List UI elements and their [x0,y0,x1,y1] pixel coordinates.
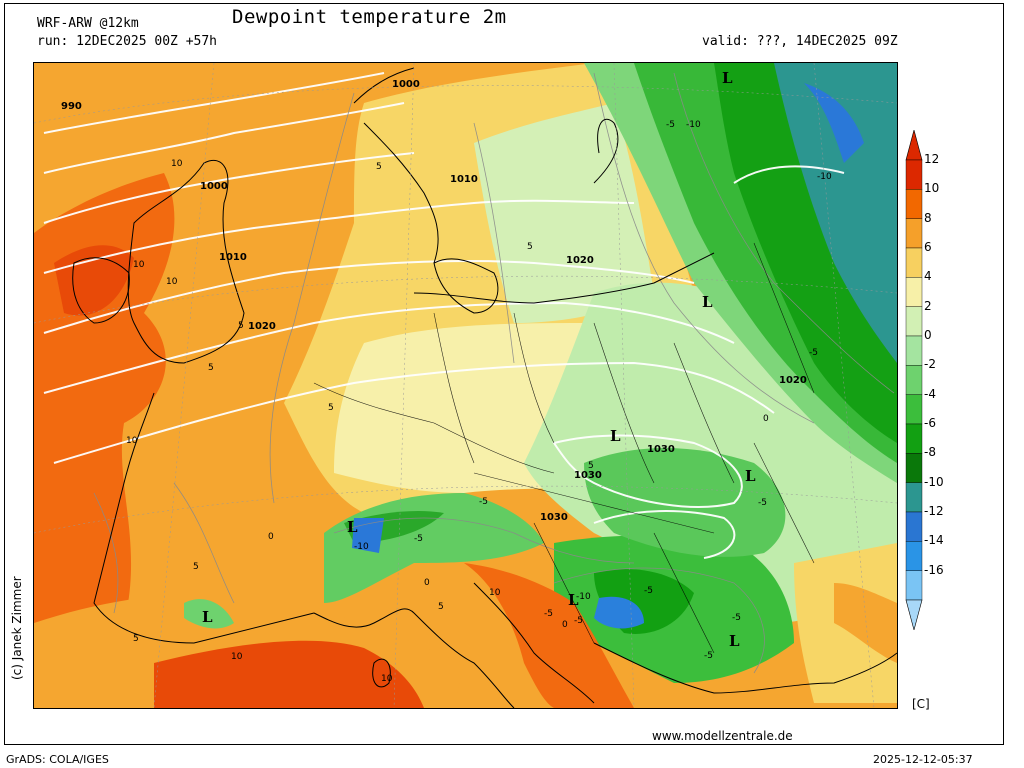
legend-swatch [905,277,923,307]
low-center: L [702,293,713,311]
model-label: WRF-ARW @12km [37,16,139,31]
isobar-label: 1020 [248,321,276,332]
isobar-label: 1010 [219,252,247,263]
legend-swatch [905,570,923,601]
legend-swatch [905,365,923,395]
isobar-label: 1030 [540,512,568,523]
dewpoint-label: -10 [576,592,591,602]
legend-tick-label: -6 [924,416,936,430]
low-center: L [745,467,756,485]
isobar-label: 1010 [450,174,478,185]
dewpoint-label: -10 [686,120,701,130]
low-center: L [722,69,733,87]
dewpoint-map: 990 1000 1000 1010 1010 1020 1020 1020 1… [33,62,898,709]
software-credit: GrADS: COLA/IGES [6,753,109,766]
low-center: L [568,591,579,609]
legend-tick-label: -14 [924,533,944,548]
run-label: run: 12DEC2025 00Z +57h [37,34,218,49]
dewpoint-label: 5 [133,634,139,644]
legend-swatch [905,511,923,542]
valid-label: valid: ???, 14DEC2025 09Z [702,34,898,49]
dewpoint-label: -5 [644,586,653,596]
dewpoint-label: 0 [763,414,769,424]
legend-swatch [905,306,923,337]
legend-tick-label: 6 [924,240,932,254]
legend-swatch [905,189,923,219]
isobar-label: 1020 [566,255,594,266]
legend-tick-label: 4 [924,269,932,284]
dewpoint-label: 0 [268,532,274,542]
dewpoint-label: -5 [544,609,553,619]
legend-tick-label: -12 [924,504,944,518]
dewpoint-label: -5 [666,120,675,130]
dewpoint-label: -5 [732,613,741,623]
dewpoint-label: -5 [758,498,767,508]
legend-swatch [905,394,923,425]
legend-tick-label: -4 [924,386,936,401]
isobar-label: 1030 [574,470,602,481]
isobar-label: 990 [61,101,82,112]
dewpoint-label: 5 [208,363,214,373]
isobar-label: 1030 [647,444,675,455]
legend-swatch [905,335,923,366]
legend-swatch [905,453,923,483]
legend-tick-label: 10 [924,181,940,196]
dewpoint-label: 5 [438,602,444,612]
legend-tick-label: 0 [924,328,932,342]
legend-unit: [C] [912,697,930,711]
legend-swatch [905,159,923,190]
isobar-label: 1020 [779,375,807,386]
legend-tick-label: -10 [924,474,944,489]
low-center: L [202,608,213,626]
dewpoint-label: 0 [562,620,568,630]
legend-swatch [905,423,923,454]
website-label: www.modellzentrale.de [652,729,793,743]
legend-swatch [905,247,923,278]
chart-title: Dewpoint temperature 2m [232,6,507,28]
dewpoint-label: 5 [193,562,199,572]
dewpoint-label: 10 [126,436,138,446]
dewpoint-label: 10 [171,159,183,169]
legend-tick-label: 2 [924,298,932,313]
dewpoint-label: 5 [376,162,382,172]
dewpoint-label: 5 [328,403,334,413]
dewpoint-label: -5 [574,616,583,626]
legend-bar [905,130,923,630]
dewpoint-label: 5 [588,461,594,471]
legend-swatch [905,218,923,249]
dewpoint-label: 10 [231,652,243,662]
low-center: L [347,518,358,536]
isobar-label: 1000 [200,181,228,192]
legend-swatch [905,541,923,571]
dewpoint-label: -5 [809,348,818,358]
legend-tick-label: 8 [924,210,932,225]
legend-tick-label: -16 [924,562,944,577]
legend-top-arrow [905,130,923,161]
figure-frame [4,3,1004,745]
legend-swatch [905,482,923,513]
dewpoint-label: -5 [414,534,423,544]
low-center: L [729,632,740,650]
dewpoint-label: 0 [424,578,430,588]
low-center: L [610,427,621,445]
legend-tick-label: -2 [924,357,936,372]
dewpoint-label: 10 [381,674,393,684]
dewpoint-label: 10 [133,260,145,270]
dewpoint-label: 10 [489,588,501,598]
dewpoint-label: -10 [354,542,369,552]
dewpoint-label: -5 [704,651,713,661]
dewpoint-label: -10 [817,172,832,182]
legend-bottom-arrow [905,599,923,630]
dewpoint-label: 10 [166,277,178,287]
legend-tick-label: 12 [924,152,940,166]
dewpoint-label: 5 [238,321,244,331]
color-legend: 12 10 8 6 4 2 0 -2 -4 -6 -8 -10 -12 -14 -16 [900,130,980,630]
legend-tick-label: -8 [924,445,936,460]
dewpoint-label: 5 [527,242,533,252]
render-timestamp: 2025-12-12-05:37 [873,753,973,766]
author-credit: (c) Janek Zimmer [10,576,24,680]
dewpoint-label: -5 [479,497,488,507]
isobar-label: 1000 [392,79,420,90]
